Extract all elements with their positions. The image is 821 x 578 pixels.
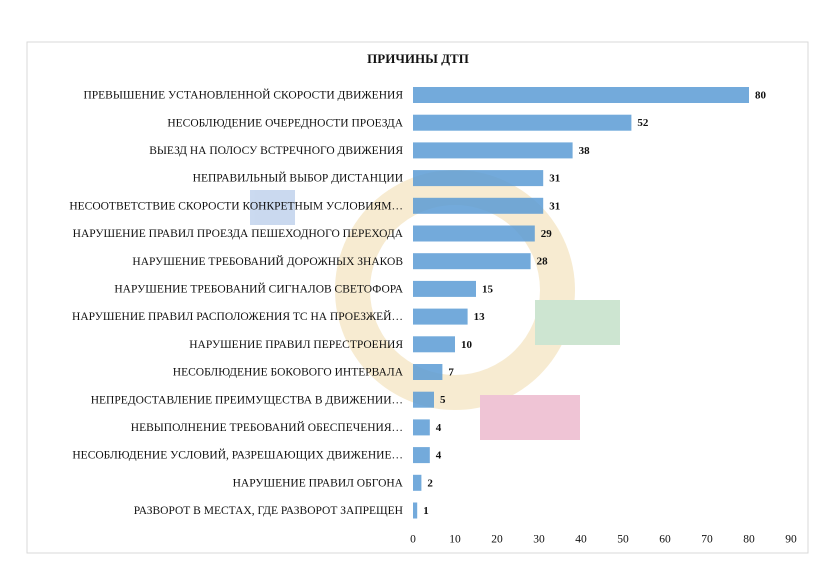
x-tick-label: 90 bbox=[785, 534, 797, 546]
y-tick-label: НЕСОБЛЮДЕНИЕ БОКОВОГО ИНТЕРВАЛА bbox=[173, 367, 404, 379]
bar bbox=[413, 253, 531, 270]
bar bbox=[413, 336, 455, 353]
x-tick-label: 30 bbox=[533, 534, 545, 546]
bar bbox=[413, 502, 418, 519]
data-label: 2 bbox=[427, 477, 433, 489]
bar bbox=[413, 142, 573, 159]
x-tick-label: 20 bbox=[491, 534, 503, 546]
bar bbox=[413, 474, 422, 491]
bar bbox=[413, 225, 535, 242]
bar bbox=[413, 197, 544, 214]
x-tick-label: 40 bbox=[575, 534, 587, 546]
data-label: 5 bbox=[440, 394, 446, 406]
bar bbox=[413, 87, 749, 103]
y-tick-label: НЕПРАВИЛЬНЫЙ ВЫБОР ДИСТАНЦИИ bbox=[193, 171, 403, 185]
x-tick-label: 50 bbox=[617, 534, 629, 546]
y-tick-label: НЕСОБЛЮДЕНИЕ УСЛОВИЙ, РАЗРЕШАЮЩИХ ДВИЖЕН… bbox=[72, 448, 403, 462]
bar bbox=[413, 308, 468, 325]
y-tick-label: ПРЕВЫШЕНИЕ УСТАНОВЛЕННОЙ СКОРОСТИ ДВИЖЕН… bbox=[83, 88, 403, 102]
y-tick-label: НЕСООТВЕТСТВИЕ СКОРОСТИ КОНКРЕТНЫМ УСЛОВ… bbox=[69, 200, 403, 212]
bar bbox=[413, 114, 632, 131]
chart-title: ПРИЧИНЫ ДТП bbox=[367, 51, 469, 66]
y-tick-label: НАРУШЕНИЕ ПРАВИЛ ОБГОНА bbox=[233, 477, 404, 489]
data-label: 31 bbox=[549, 173, 560, 185]
data-label: 15 bbox=[482, 283, 494, 295]
bar bbox=[413, 419, 430, 436]
y-tick-label: ВЫЕЗД НА ПОЛОСУ ВСТРЕЧНОГО ДВИЖЕНИЯ bbox=[149, 145, 403, 157]
x-tick-label: 10 bbox=[449, 534, 461, 546]
y-tick-label: НАРУШЕНИЕ ТРЕБОВАНИЙ СИГНАЛОВ СВЕТОФОРА bbox=[114, 282, 403, 296]
x-tick-label: 0 bbox=[410, 534, 416, 546]
bar bbox=[413, 364, 443, 380]
data-label: 31 bbox=[549, 200, 560, 212]
y-tick-label: НЕВЫПОЛНЕНИЕ ТРЕБОВАНИЙ ОБЕСПЕЧЕНИЯ… bbox=[131, 420, 403, 434]
bar bbox=[413, 280, 476, 297]
y-tick-label: НАРУШЕНИЕ ПРАВИЛ ПРОЕЗДА ПЕШЕХОДНОГО ПЕР… bbox=[73, 228, 404, 240]
y-tick-label: НАРУШЕНИЕ ТРЕБОВАНИЙ ДОРОЖНЫХ ЗНАКОВ bbox=[132, 254, 403, 268]
data-label: 13 bbox=[474, 311, 486, 323]
data-label: 29 bbox=[541, 228, 553, 240]
data-label: 38 bbox=[579, 145, 591, 157]
x-tick-label: 80 bbox=[743, 534, 755, 546]
bar bbox=[413, 447, 430, 464]
data-label: 10 bbox=[461, 339, 473, 351]
x-tick-label: 60 bbox=[659, 534, 671, 546]
y-tick-label: НАРУШЕНИЕ ПРАВИЛ ПЕРЕСТРОЕНИЯ bbox=[189, 339, 403, 351]
data-label: 80 bbox=[755, 90, 767, 102]
y-tick-label: НЕПРЕДОСТАВЛЕНИЕ ПРЕИМУЩЕСТВА В ДВИЖЕНИИ… bbox=[91, 394, 403, 406]
data-label: 7 bbox=[448, 367, 454, 379]
data-label: 52 bbox=[637, 117, 649, 129]
bar bbox=[413, 170, 544, 187]
data-label: 4 bbox=[436, 450, 442, 462]
data-label: 1 bbox=[423, 505, 429, 517]
data-label: 28 bbox=[537, 256, 549, 268]
data-label: 4 bbox=[436, 422, 442, 434]
x-tick-label: 70 bbox=[701, 534, 713, 546]
bar bbox=[413, 391, 434, 408]
y-tick-label: РАЗВОРОТ В МЕСТАХ, ГДЕ РАЗВОРОТ ЗАПРЕЩЕН bbox=[134, 505, 403, 517]
y-tick-label: НЕСОБЛЮДЕНИЕ ОЧЕРЕДНОСТИ ПРОЕЗДА bbox=[167, 117, 403, 129]
y-tick-label: НАРУШЕНИЕ ПРАВИЛ РАСПОЛОЖЕНИЯ ТС НА ПРОЕ… bbox=[72, 309, 403, 323]
